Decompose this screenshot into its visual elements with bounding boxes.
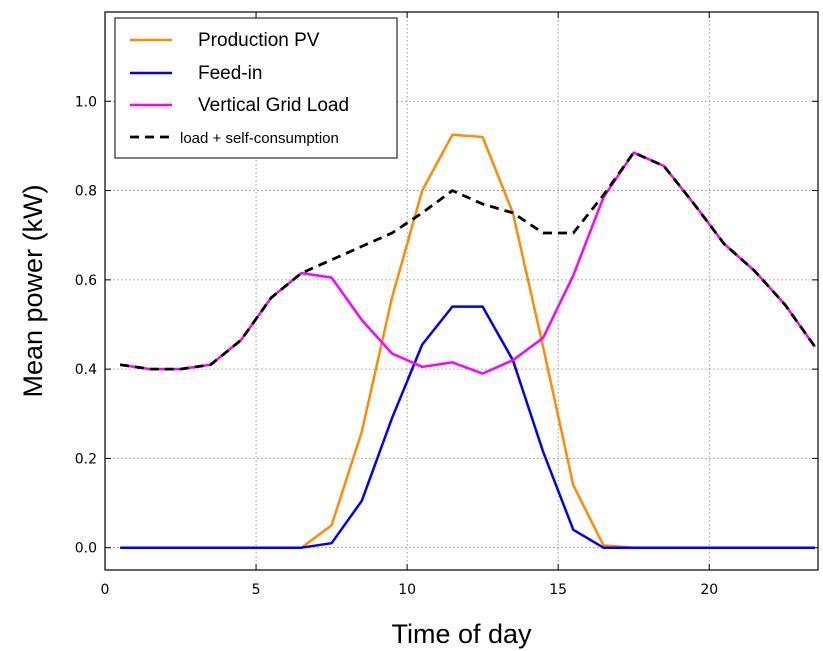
legend-label-vertical-grid-load: Vertical Grid Load	[198, 95, 349, 116]
y-tick-label: 1.0	[75, 94, 97, 110]
legend-label-feed-in: Feed-in	[198, 63, 262, 84]
x-axis-title: Time of day	[391, 619, 532, 649]
y-tick-label: 0.8	[75, 184, 97, 200]
y-axis-title: Mean power (kW)	[18, 184, 48, 397]
y-tick-label: 0.2	[75, 451, 97, 467]
vertical-grid-load-line	[119, 151, 817, 375]
x-tick-label: 15	[549, 582, 567, 598]
load-self-consumption-line	[119, 151, 817, 371]
series-layer	[119, 133, 817, 549]
legend-label-load-self-consumption: load + self-consumption	[180, 130, 339, 147]
y-tick-label: 0.0	[75, 541, 97, 557]
y-tick-label: 0.4	[75, 362, 97, 378]
x-tick-label: 0	[101, 582, 110, 598]
tick-layer: 0 5 10 15 20 0.0 0.2 0.4 0.6 0.8 1.0	[75, 12, 818, 598]
legend: Production PV Feed-in Vertical Grid Load lo…	[114, 17, 398, 159]
legend-label-production-pv: Production PV	[198, 30, 320, 51]
feed-in-line	[120, 305, 815, 549]
plot-frame	[104, 11, 819, 571]
y-tick-label: 0.6	[75, 273, 97, 289]
x-tick-label: 10	[398, 582, 416, 598]
x-tick-label: 5	[252, 582, 261, 598]
legend-box	[114, 17, 398, 159]
grid-layer	[104, 12, 818, 570]
x-tick-label: 20	[700, 582, 718, 598]
